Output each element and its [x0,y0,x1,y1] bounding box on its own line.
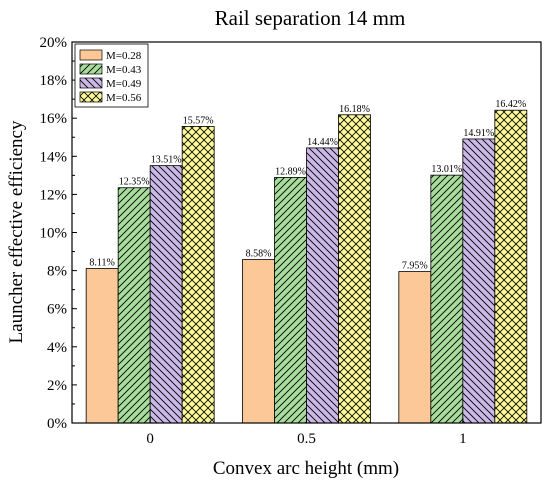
bar-hatch-M=0.43-0.5 [274,177,307,423]
bar-M=0.28-0 [85,268,119,424]
legend-swatch-hatch [80,64,102,74]
legend-swatch-hatch [80,92,102,102]
bars-layer [85,109,528,424]
x-tick-label: 0.5 [297,431,316,447]
bar-hatch-M=0.56-1 [494,110,527,423]
y-tick-label: 0% [47,416,67,432]
bar-hatch-M=0.49-0.5 [306,147,339,423]
y-tick-label: 10% [40,226,68,242]
y-tick-label: 12% [40,187,68,203]
bar-hatch-M=0.43-0 [118,187,151,423]
y-tick-label: 4% [47,340,67,356]
y-axis-ticks: 0% 2% 4% 6% 8% 10% 12% 14% 16% 18% 20% [40,35,77,432]
chart-title: Rail separation 14 mm [215,6,406,30]
legend-label: M=0.43 [106,64,142,76]
data-label: 13.51% [151,155,182,166]
data-label: 8.11% [89,258,114,269]
bar-hatch-M=0.56-0.5 [338,114,371,424]
legend-swatch [79,49,103,61]
y-axis-label: Launcher effective efficiency [6,120,27,343]
y-tick-label: 2% [47,378,67,394]
bar-M=0.28-1 [398,271,432,424]
legend-label: M=0.49 [106,78,142,90]
data-label: 14.44% [307,137,338,148]
data-label: 15.57% [183,115,214,126]
legend-label: M=0.28 [106,50,142,62]
y-tick-label: 14% [40,149,68,165]
bar-hatch-M=0.49-1 [462,138,495,424]
data-label: 12.35% [119,177,150,188]
legend-swatch-hatch [80,78,102,88]
data-label: 8.58% [246,249,272,260]
y-tick-label: 18% [40,73,68,89]
data-label: 12.89% [275,166,306,177]
x-tick-label: 0 [146,431,154,447]
x-tick-label: 1 [459,431,467,447]
y-tick-label: 8% [47,264,67,280]
bar-M=0.28-0.5 [242,259,275,424]
data-labels-layer: 8.11% 12.35%13.51% 15.57% 8.58% 12.89% 14.44%… [89,99,526,271]
data-label: 16.42% [495,99,526,110]
bar-hatch-M=0.49-0 [150,165,183,423]
data-label: 13.01% [431,164,462,175]
x-axis-label: Convex arc height (mm) [213,458,399,479]
data-label: 7.95% [402,261,428,272]
y-tick-label: 6% [47,302,67,318]
y-tick-label: 16% [40,111,68,127]
legend: M=0.28 M=0.43 M=0.49 M=0.56 [74,43,149,108]
x-axis-ticks: 0 0.5 1 [146,418,467,447]
data-label: 14.91% [463,128,494,139]
y-tick-label: 20% [40,35,68,51]
data-label: 16.18% [339,104,370,115]
legend-label: M=0.56 [106,92,142,104]
bar-hatch-M=0.43-1 [430,175,463,423]
bar-hatch-M=0.56-0 [182,126,215,423]
